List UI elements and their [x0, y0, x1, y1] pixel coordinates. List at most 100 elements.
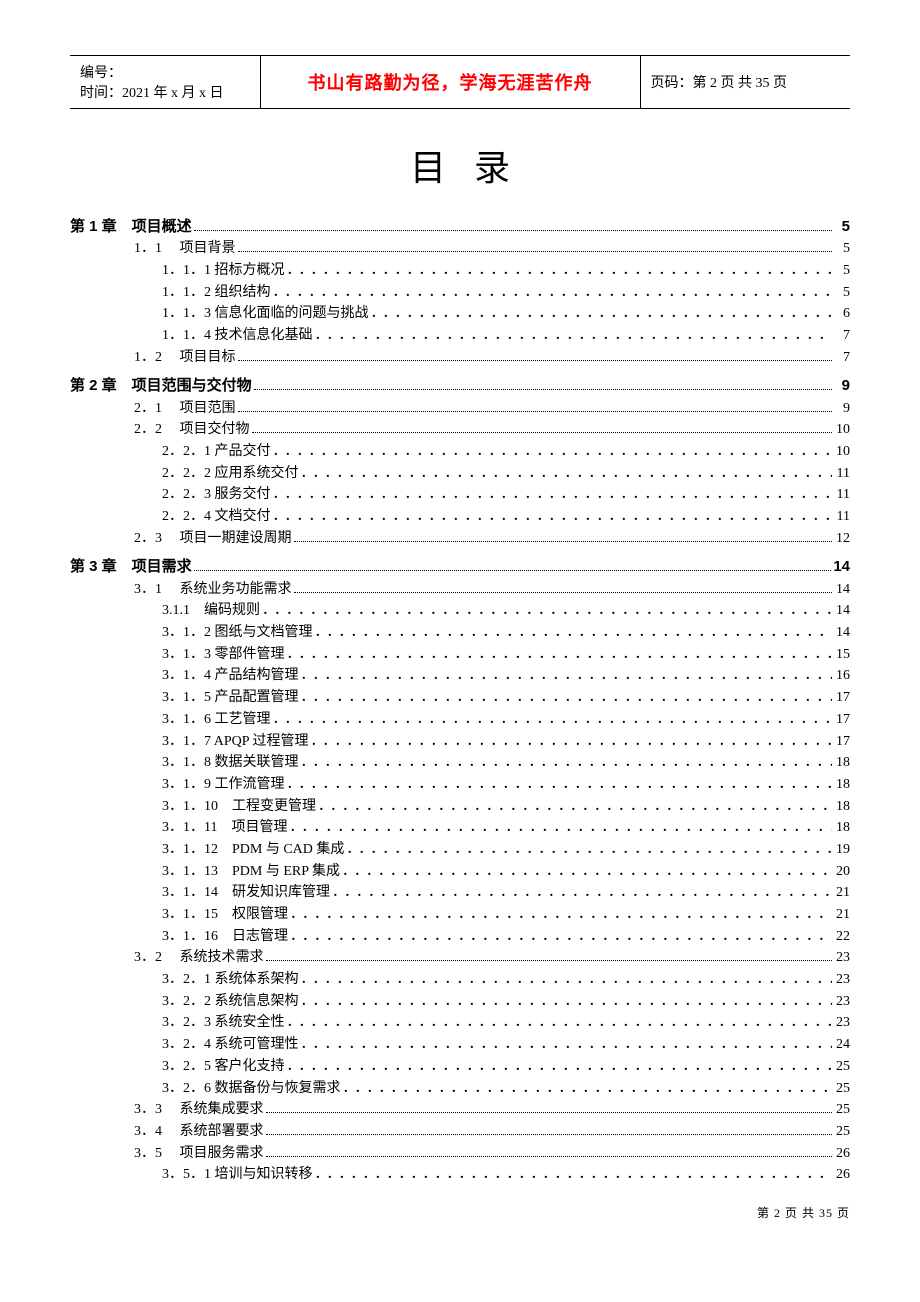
toc-entry-page: 5	[834, 215, 850, 238]
toc-entry-label: 2．2．2 应用系统交付	[162, 463, 299, 485]
toc-entry: 3．1．11 项目管理．．．．．．．．．．．．．．．．．．．．．．．．．．．．．…	[70, 817, 850, 839]
toc-entry-label: 3．1．3 零部件管理	[162, 644, 285, 666]
doc-time-label: 时间：	[80, 86, 122, 101]
toc-entry: 第 3 章 项目需求 14	[70, 555, 850, 578]
toc-entry: 3．2 系统技术需求23	[70, 947, 850, 969]
toc-leader	[266, 1124, 833, 1135]
toc-entry-label: 第 3 章 项目需求	[70, 555, 192, 578]
toc-leader	[294, 531, 833, 542]
toc-entry-page: 25	[834, 1099, 850, 1121]
toc-entry-page: 21	[834, 882, 850, 904]
toc-entry-label: 3．1．6 工艺管理	[162, 709, 271, 731]
toc-entry: 2．3 项目一期建设周期12	[70, 528, 850, 550]
toc-leader	[238, 400, 833, 411]
toc-entry-label: 3．4 系统部署要求	[134, 1121, 264, 1143]
toc-leader	[266, 1145, 833, 1156]
toc-entry-page: 5	[834, 260, 850, 282]
toc-leader: ．．．．．．．．．．．．．．．．．．．．．．．．．．．．．．．．．．．．．．．．…	[301, 752, 833, 766]
doc-id-label: 编号：	[80, 62, 250, 82]
toc-entry-page: 26	[834, 1164, 850, 1186]
toc-leader: ．．．．．．．．．．．．．．．．．．．．．．．．．．．．．．．．．．．．．．．．…	[301, 1034, 833, 1048]
toc-entry-page: 17	[834, 731, 850, 753]
toc-entry-page: 12	[834, 528, 850, 550]
toc-leader	[194, 219, 832, 231]
toc-entry: 3．1．2 图纸与文档管理．．．．．．．．．．．．．．．．．．．．．．．．．．．…	[70, 622, 850, 644]
toc-entry: 3．1．13 PDM 与 ERP 集成．．．．．．．．．．．．．．．．．．．．．…	[70, 861, 850, 883]
toc-leader: ．．．．．．．．．．．．．．．．．．．．．．．．．．．．．．．．．．．．．．．．…	[311, 731, 832, 745]
toc-entry-label: 3．1．7 APQP 过程管理	[162, 731, 309, 753]
toc-entry: 第 1 章 项目概述5	[70, 215, 850, 238]
toc-entry-page: 16	[834, 665, 850, 687]
toc-entry: 2．2．2 应用系统交付．．．．．．．．．．．．．．．．．．．．．．．．．．．．…	[70, 463, 850, 485]
toc-leader: ．．．．．．．．．．．．．．．．．．．．．．．．．．．．．．．．．．．．．．．．…	[315, 325, 833, 339]
toc-leader: ．．．．．．．．．．．．．．．．．．．．．．．．．．．．．．．．．．．．．．．．…	[290, 926, 832, 940]
toc-entry: 1．1．1 招标方概况．．．．．．．．．．．．．．．．．．．．．．．．．．．．．…	[70, 260, 850, 282]
toc-entry: 1．1．4 技术信息化基础．．．．．．．．．．．．．．．．．．．．．．．．．．．…	[70, 325, 850, 347]
toc-entry-label: 2．2 项目交付物	[134, 419, 250, 441]
toc-leader	[252, 422, 833, 433]
toc-entry: 1．1．3 信息化面临的问题与挑战．．．．．．．．．．．．．．．．．．．．．．．…	[70, 303, 850, 325]
toc-entry: 3．2．6 数据备份与恢复需求．．．．．．．．．．．．．．．．．．．．．．．．．…	[70, 1078, 850, 1100]
toc-leader: ．．．．．．．．．．．．．．．．．．．．．．．．．．．．．．．．．．．．．．．．…	[332, 882, 832, 896]
toc-entry-page: 17	[834, 687, 850, 709]
toc-entry-label: 3．1．12 PDM 与 CAD 集成	[162, 839, 344, 861]
toc-entry-page: 11	[834, 506, 850, 528]
toc-entry-page: 25	[834, 1056, 850, 1078]
header-quote: 书山有路勤为径，学海无涯苦作舟	[308, 73, 593, 93]
toc-leader	[266, 950, 833, 961]
toc-entry-label: 2．2．4 文档交付	[162, 506, 271, 528]
toc-entry-page: 22	[834, 926, 850, 948]
toc-entry-page: 24	[834, 1034, 850, 1056]
toc-entry-label: 1．2 项目目标	[134, 347, 236, 369]
toc-entry: 3．4 系统部署要求 25	[70, 1121, 850, 1143]
toc-leader	[238, 350, 833, 361]
toc-leader: ．．．．．．．．．．．．．．．．．．．．．．．．．．．．．．．．．．．．．．．．…	[301, 665, 833, 679]
toc-entry-label: 1．1．4 技术信息化基础	[162, 325, 313, 347]
toc-entry-label: 3．1．11 项目管理	[162, 817, 287, 839]
toc-entry-label: 3．2．4 系统可管理性	[162, 1034, 299, 1056]
toc-entry-label: 3．1．9 工作流管理	[162, 774, 285, 796]
toc-container: 第 1 章 项目概述51．1 项目背景51．1．1 招标方概况．．．．．．．．．…	[70, 215, 850, 1186]
toc-entry-page: 26	[834, 1143, 850, 1165]
toc-entry-page: 5	[834, 238, 850, 260]
toc-entry-page: 18	[834, 817, 850, 839]
toc-entry-label: 3．2．5 客户化支持	[162, 1056, 285, 1078]
toc-entry-label: 3．1．16 日志管理	[162, 926, 288, 948]
toc-entry: 3．1．7 APQP 过程管理．．．．．．．．．．．．．．．．．．．．．．．．．…	[70, 731, 850, 753]
toc-entry: 3．5 项目服务需求 26	[70, 1143, 850, 1165]
toc-leader: ．．．．．．．．．．．．．．．．．．．．．．．．．．．．．．．．．．．．．．．．…	[273, 282, 833, 296]
toc-entry-label: 2．2．3 服务交付	[162, 484, 271, 506]
toc-entry-label: 3．5 项目服务需求	[134, 1143, 264, 1165]
toc-leader	[194, 559, 832, 571]
toc-leader: ．．．．．．．．．．．．．．．．．．．．．．．．．．．．．．．．．．．．．．．．…	[287, 644, 833, 658]
toc-entry-label: 3．1．13 PDM 与 ERP 集成	[162, 861, 340, 883]
toc-entry-label: 1．1．3 信息化面临的问题与挑战	[162, 303, 369, 325]
toc-leader: ．．．．．．．．．．．．．．．．．．．．．．．．．．．．．．．．．．．．．．．．…	[342, 861, 832, 875]
toc-entry-page: 14	[833, 555, 850, 578]
header-left-cell: 编号： 时间：2021 年 x 月 x 日	[70, 56, 260, 109]
toc-title: 目录	[70, 139, 850, 191]
toc-entry-page: 11	[834, 484, 850, 506]
page: 编号： 时间：2021 年 x 月 x 日 书山有路勤为径，学海无涯苦作舟 页码…	[0, 0, 920, 1257]
toc-leader: ．．．．．．．．．．．．．．．．．．．．．．．．．．．．．．．．．．．．．．．．…	[315, 1164, 833, 1178]
toc-entry-page: 25	[834, 1121, 850, 1143]
toc-leader: ．．．．．．．．．．．．．．．．．．．．．．．．．．．．．．．．．．．．．．．．…	[273, 709, 833, 723]
toc-entry: 2．1 项目范围9	[70, 398, 850, 420]
toc-leader: ．．．．．．．．．．．．．．．．．．．．．．．．．．．．．．．．．．．．．．．．…	[301, 991, 833, 1005]
toc-entry-page: 14	[834, 579, 850, 601]
toc-entry: 3．1．12 PDM 与 CAD 集成．．．．．．．．．．．．．．．．．．．．．…	[70, 839, 850, 861]
toc-entry-label: 3．1．15 权限管理	[162, 904, 288, 926]
toc-entry-label: 3．1．14 研发知识库管理	[162, 882, 330, 904]
toc-entry: 3．1．8 数据关联管理．．．．．．．．．．．．．．．．．．．．．．．．．．．．…	[70, 752, 850, 774]
toc-leader: ．．．．．．．．．．．．．．．．．．．．．．．．．．．．．．．．．．．．．．．．…	[287, 260, 833, 274]
toc-entry: 1．1．2 组织结构．．．．．．．．．．．．．．．．．．．．．．．．．．．．．．…	[70, 282, 850, 304]
toc-leader: ．．．．．．．．．．．．．．．．．．．．．．．．．．．．．．．．．．．．．．．．…	[301, 687, 833, 701]
toc-entry-label: 3．1．5 产品配置管理	[162, 687, 299, 709]
toc-entry: 3．1．16 日志管理．．．．．．．．．．．．．．．．．．．．．．．．．．．．．…	[70, 926, 850, 948]
toc-entry-page: 10	[834, 441, 850, 463]
toc-entry-label: 1．1．1 招标方概况	[162, 260, 285, 282]
toc-entry: 3．5．1 培训与知识转移．．．．．．．．．．．．．．．．．．．．．．．．．．．…	[70, 1164, 850, 1186]
toc-entry: 3．2．5 客户化支持．．．．．．．．．．．．．．．．．．．．．．．．．．．．．…	[70, 1056, 850, 1078]
toc-entry-page: 25	[834, 1078, 850, 1100]
toc-entry: 3．1．3 零部件管理．．．．．．．．．．．．．．．．．．．．．．．．．．．．．…	[70, 644, 850, 666]
